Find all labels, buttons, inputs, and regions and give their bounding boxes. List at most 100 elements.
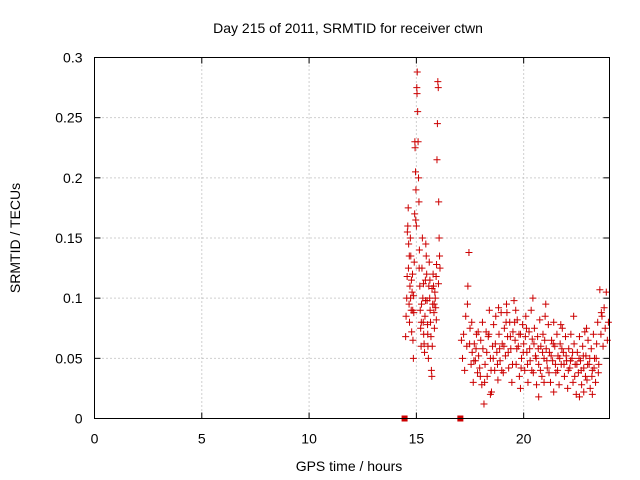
data-point bbox=[492, 312, 500, 320]
data-point bbox=[525, 328, 533, 336]
data-point bbox=[599, 342, 607, 350]
data-point bbox=[555, 381, 563, 389]
data-point bbox=[421, 348, 429, 356]
data-point bbox=[402, 312, 410, 320]
data-point bbox=[431, 294, 439, 302]
data-point bbox=[430, 300, 438, 308]
data-point bbox=[596, 286, 604, 294]
data-point bbox=[433, 120, 441, 128]
data-point bbox=[491, 340, 499, 348]
data-point bbox=[510, 297, 518, 305]
data-point bbox=[592, 378, 600, 386]
data-point bbox=[602, 288, 610, 296]
data-point bbox=[547, 352, 555, 360]
data-point bbox=[416, 282, 424, 290]
data-point bbox=[548, 336, 556, 344]
data-point bbox=[600, 304, 608, 312]
data-point bbox=[588, 390, 596, 398]
gridlines bbox=[94, 57, 610, 419]
data-point bbox=[468, 348, 476, 356]
data-point bbox=[431, 288, 439, 296]
data-point bbox=[426, 306, 434, 314]
data-point bbox=[571, 372, 579, 380]
data-point bbox=[516, 384, 524, 392]
data-point bbox=[580, 388, 588, 396]
data-point bbox=[409, 354, 417, 362]
data-point bbox=[457, 336, 465, 344]
y-tick-label: 0.05 bbox=[55, 350, 82, 366]
data-point bbox=[522, 312, 530, 320]
data-point bbox=[556, 340, 564, 348]
data-point bbox=[410, 258, 418, 266]
data-point bbox=[407, 276, 415, 284]
data-point bbox=[595, 360, 603, 368]
data-point bbox=[557, 321, 565, 329]
data-point bbox=[489, 354, 497, 362]
data-point bbox=[500, 324, 508, 332]
data-point bbox=[428, 285, 436, 293]
data-point bbox=[592, 354, 600, 362]
data-point bbox=[519, 321, 527, 329]
data-point bbox=[604, 318, 612, 326]
y-tick-label: 0.3 bbox=[63, 50, 83, 66]
data-point bbox=[459, 354, 467, 362]
y-tick-label: 0.1 bbox=[63, 290, 83, 306]
data-point bbox=[409, 336, 417, 344]
data-point bbox=[472, 345, 480, 353]
data-point bbox=[517, 364, 525, 372]
data-point bbox=[520, 340, 528, 348]
data-points bbox=[402, 68, 612, 408]
x-tick-label: 20 bbox=[516, 431, 532, 447]
data-point bbox=[463, 300, 471, 308]
data-point bbox=[509, 328, 517, 336]
data-point bbox=[506, 333, 514, 341]
data-point bbox=[573, 360, 581, 368]
data-point bbox=[413, 84, 421, 92]
data-point bbox=[590, 364, 598, 372]
data-point bbox=[533, 381, 541, 389]
data-point bbox=[460, 330, 468, 338]
data-point bbox=[539, 330, 547, 338]
data-point bbox=[515, 330, 523, 338]
data-point bbox=[542, 300, 550, 308]
data-point bbox=[594, 369, 602, 377]
data-point bbox=[560, 360, 568, 368]
data-point bbox=[485, 306, 493, 314]
data-point bbox=[524, 378, 532, 386]
chart-title: Day 215 of 2011, SRMTID for receiver ctw… bbox=[213, 20, 483, 36]
data-point bbox=[589, 330, 597, 338]
data-point bbox=[487, 366, 495, 374]
data-point bbox=[512, 306, 520, 314]
plot-frame bbox=[94, 57, 610, 419]
data-point bbox=[542, 345, 550, 353]
data-point bbox=[493, 360, 501, 368]
data-point bbox=[433, 156, 441, 164]
data-point bbox=[503, 300, 510, 308]
data-point bbox=[498, 366, 506, 374]
data-point bbox=[503, 309, 511, 317]
data-point bbox=[526, 345, 534, 353]
data-point bbox=[476, 372, 484, 380]
data-point bbox=[470, 357, 478, 365]
data-point bbox=[426, 276, 434, 284]
data-point bbox=[581, 372, 589, 380]
data-point bbox=[466, 340, 474, 348]
data-point bbox=[536, 366, 544, 374]
x-tick-label: 0 bbox=[91, 431, 99, 447]
data-point bbox=[511, 318, 519, 326]
data-point bbox=[495, 330, 503, 338]
data-point bbox=[545, 369, 553, 377]
data-point bbox=[434, 84, 442, 92]
data-point bbox=[410, 292, 418, 300]
data-point bbox=[469, 378, 477, 386]
data-point bbox=[420, 340, 428, 348]
data-point bbox=[435, 198, 443, 206]
data-point bbox=[521, 366, 529, 374]
data-point bbox=[496, 345, 504, 353]
data-point bbox=[422, 240, 430, 248]
data-point bbox=[546, 378, 554, 386]
data-point bbox=[579, 352, 587, 360]
data-point bbox=[535, 360, 543, 368]
x-tick-label: 10 bbox=[301, 431, 317, 447]
data-point bbox=[433, 260, 441, 268]
